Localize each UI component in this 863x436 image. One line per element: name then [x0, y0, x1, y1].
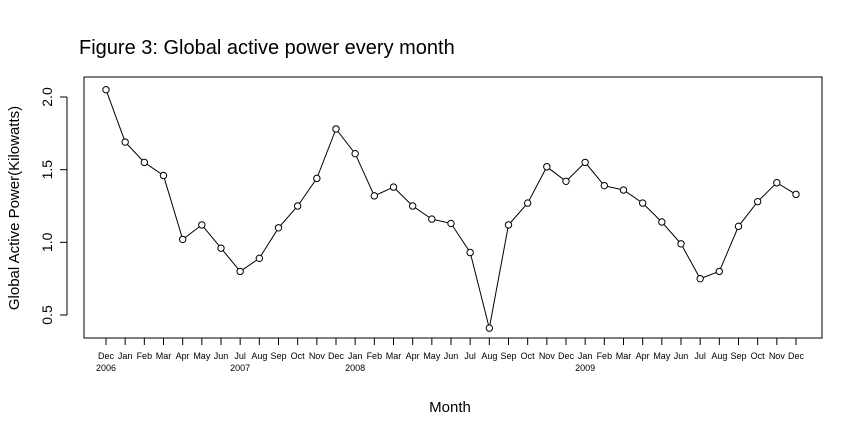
- x-tick-label: Aug: [251, 351, 267, 361]
- data-point: [140, 158, 149, 167]
- x-tick-label: Oct: [521, 351, 536, 361]
- data-point: [715, 267, 724, 276]
- data-point: [447, 219, 455, 228]
- data-point: [734, 222, 743, 231]
- data-point: [313, 174, 321, 183]
- data-point: [581, 158, 589, 167]
- x-tick-label: Jun: [214, 351, 229, 361]
- x-axis-label: Month: [429, 399, 471, 416]
- x-tick-label: Jul: [694, 351, 706, 361]
- data-point: [523, 199, 532, 207]
- data-point: [638, 199, 647, 207]
- chart-title: Figure 3: Global active power every mont…: [79, 37, 455, 59]
- data-point: [217, 244, 225, 252]
- x-tick-label: Sep: [270, 351, 286, 361]
- x-tick-label: May: [193, 351, 211, 361]
- data-point: [677, 240, 685, 248]
- x-tick-label: Jul: [464, 351, 476, 361]
- x-tick-label: Feb: [367, 351, 383, 361]
- x-tick-label: Apr: [406, 351, 420, 361]
- x-year-label: 2007: [230, 363, 250, 373]
- x-tick-label: Jan: [348, 351, 363, 361]
- x-tick-label: Nov: [309, 351, 326, 361]
- data-point: [293, 202, 302, 210]
- data-point: [619, 186, 628, 194]
- series-line-group: [102, 86, 800, 332]
- x-tick-label: Dec: [98, 351, 115, 361]
- data-point: [504, 221, 513, 229]
- y-tick-label: 0.5: [39, 305, 55, 325]
- y-tick-label: 1.0: [39, 232, 55, 252]
- x-axis: Dec Jan Feb Mar Apr May Jun Jul Aug Sep Oct Nov Dec J…: [96, 337, 805, 373]
- data-point: [562, 177, 570, 185]
- x-tick-label: Sep: [730, 351, 746, 361]
- x-tick-label: Dec: [328, 351, 345, 361]
- x-tick-label: Dec: [558, 351, 575, 361]
- y-axis: 0.5 1.0 1.5 2.0: [39, 87, 68, 325]
- x-tick-label: Jul: [234, 351, 246, 361]
- data-point: [543, 163, 551, 171]
- x-tick-label: Oct: [751, 351, 766, 361]
- x-tick-label: Feb: [597, 351, 613, 361]
- x-tick-label: Feb: [137, 351, 153, 361]
- series-line: [105, 89, 797, 329]
- data-point: [389, 183, 398, 191]
- data-point: [198, 221, 206, 229]
- data-point: [351, 149, 359, 158]
- x-tick-label: Mar: [386, 351, 402, 361]
- data-point: [255, 254, 264, 263]
- x-tick-label: May: [653, 351, 671, 361]
- x-year-label: 2008: [345, 363, 365, 373]
- data-point: [792, 190, 800, 199]
- x-tick-label: Aug: [481, 351, 497, 361]
- data-point: [753, 197, 762, 206]
- x-tick-label: Nov: [539, 351, 556, 361]
- x-tick-label: Mar: [156, 351, 172, 361]
- data-point: [178, 235, 187, 244]
- data-point: [658, 218, 666, 226]
- x-tick-label: Jun: [444, 351, 459, 361]
- x-tick-label: May: [423, 351, 441, 361]
- x-tick-label: Nov: [769, 351, 786, 361]
- data-point: [428, 215, 436, 223]
- x-tick-label: Apr: [636, 351, 650, 361]
- y-tick-label: 2.0: [39, 87, 55, 107]
- data-point: [485, 324, 494, 332]
- data-point: [274, 224, 283, 232]
- data-point: [236, 267, 244, 276]
- y-axis-label: Global Active Power(Kilowatts): [6, 106, 23, 310]
- data-point: [466, 248, 474, 257]
- x-tick-label: Mar: [616, 351, 632, 361]
- plot-frame: [83, 76, 823, 339]
- data-point: [159, 171, 168, 180]
- x-tick-label: Jan: [578, 351, 593, 361]
- data-point: [600, 181, 609, 190]
- x-tick-label: Jan: [118, 351, 133, 361]
- x-tick-label: Dec: [788, 351, 805, 361]
- data-point: [102, 86, 110, 94]
- x-tick-label: Jun: [674, 351, 689, 361]
- y-tick-label: 1.5: [39, 160, 55, 180]
- data-point: [696, 274, 704, 283]
- x-year-label: 2006: [96, 363, 116, 373]
- data-point: [408, 202, 417, 210]
- data-point: [121, 138, 129, 146]
- data-point: [370, 192, 379, 200]
- x-tick-label: Apr: [176, 351, 190, 361]
- x-tick-label: Oct: [291, 351, 306, 361]
- x-tick-label: Sep: [500, 351, 516, 361]
- x-tick-label: Aug: [711, 351, 727, 361]
- x-year-label: 2009: [575, 363, 595, 373]
- data-point: [332, 125, 340, 133]
- data-point: [773, 179, 781, 187]
